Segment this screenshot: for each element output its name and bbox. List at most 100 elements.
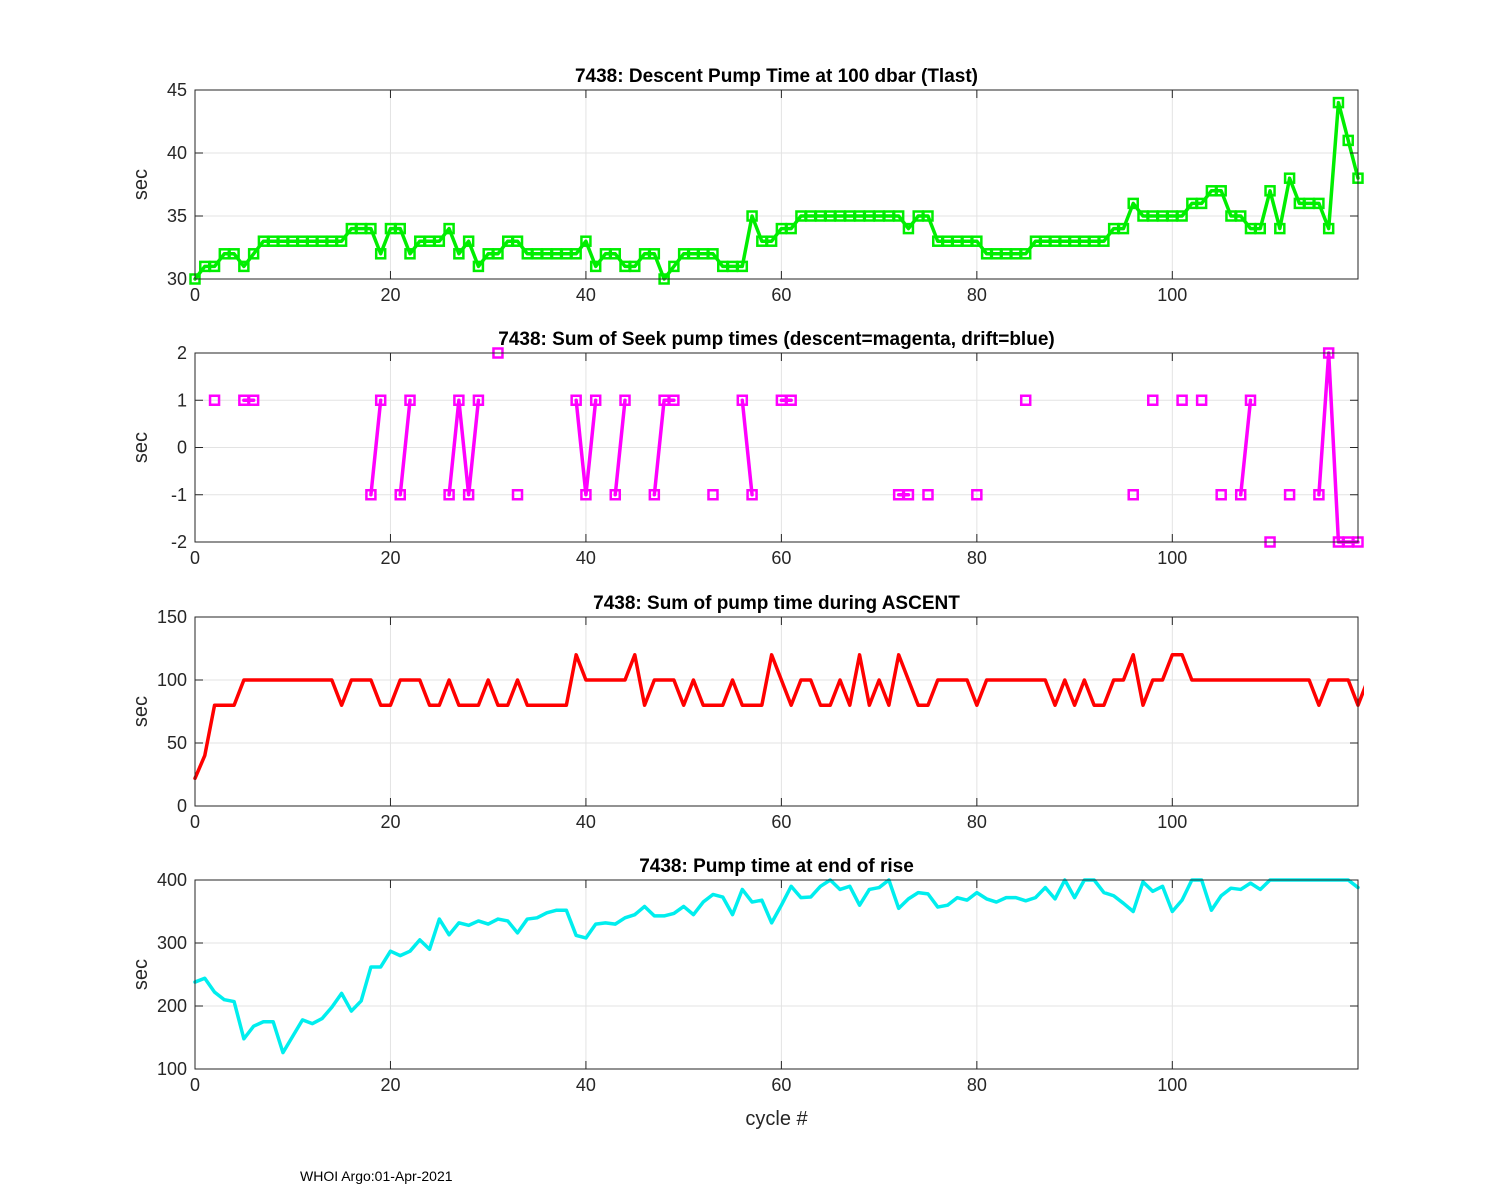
y-tick-label: -1 xyxy=(171,485,187,505)
data-point xyxy=(1117,222,1130,235)
data-point xyxy=(785,394,797,406)
data-point xyxy=(707,489,719,501)
data-point xyxy=(609,489,621,501)
data-series-1 xyxy=(193,878,1360,1055)
data-point xyxy=(922,210,934,222)
x-tick-label: 60 xyxy=(771,548,791,568)
x-tick-label: 60 xyxy=(771,285,791,305)
data-point xyxy=(785,222,797,235)
data-point xyxy=(1019,394,1032,406)
axes-frame xyxy=(194,616,1359,807)
y-tick-label: 150 xyxy=(157,607,187,627)
y-tick-label: 100 xyxy=(157,1059,187,1079)
data-point xyxy=(765,235,778,247)
data-point xyxy=(1234,210,1247,222)
data-point xyxy=(619,394,631,406)
data-point xyxy=(1127,489,1139,501)
data-point xyxy=(922,489,934,501)
y-tick-label: 45 xyxy=(167,80,187,100)
y-tick-label: 400 xyxy=(157,870,187,890)
x-tick-label: 80 xyxy=(967,812,987,832)
data-point xyxy=(374,248,387,260)
x-tick-label: 20 xyxy=(380,285,400,305)
data-point xyxy=(648,248,661,260)
y-tick-label: -2 xyxy=(171,532,187,552)
y-tick-label: 30 xyxy=(167,269,187,289)
y-tick-label: 1 xyxy=(177,390,187,410)
data-point xyxy=(394,489,406,501)
data-point xyxy=(228,248,240,260)
data-point xyxy=(394,222,406,235)
data-point xyxy=(1313,489,1325,501)
data-series-1 xyxy=(193,653,1364,781)
data-point xyxy=(365,222,377,235)
chart-panel-2: 0 20 40 60 80 100 -2 -1 0 1 2 7438: Sum of Seek pum… xyxy=(130,329,1364,568)
data-point xyxy=(443,222,455,235)
y-tick-label: 300 xyxy=(157,933,187,953)
data-point xyxy=(1215,185,1227,197)
data-point xyxy=(1264,185,1276,197)
series-line xyxy=(447,398,481,497)
y-tick-label: 35 xyxy=(167,206,187,226)
x-tick-label: 80 xyxy=(967,1075,987,1095)
data-point xyxy=(971,489,983,501)
x-tick-label: 60 xyxy=(771,812,791,832)
x-tick-label: 0 xyxy=(190,812,200,832)
x-axis-label: cycle # xyxy=(745,1108,808,1130)
data-point xyxy=(511,235,524,247)
series-line xyxy=(193,878,1360,1055)
x-tick-label: 40 xyxy=(576,285,596,305)
data-point xyxy=(247,394,260,406)
y-tick-label: 50 xyxy=(167,733,187,753)
data-point xyxy=(472,260,485,273)
data-point xyxy=(1234,489,1247,501)
data-point xyxy=(404,394,416,406)
plot-area xyxy=(195,90,1358,279)
chart-title: 7438: Sum of Seek pump times (descent=ma… xyxy=(498,329,1054,350)
data-point xyxy=(1283,489,1296,501)
data-point xyxy=(902,489,915,501)
data-point xyxy=(374,394,387,406)
y-axis-label: sec xyxy=(130,169,152,200)
data-point xyxy=(746,489,758,501)
data-point xyxy=(746,210,758,222)
data-series-1 xyxy=(189,96,1364,285)
data-point xyxy=(736,394,749,406)
data-point xyxy=(1147,394,1159,406)
data-point xyxy=(433,235,446,247)
chart-panel-1: 0 20 40 60 80 100 30 35 40 45 7438: Descent Pump T… xyxy=(130,66,1364,305)
data-point xyxy=(1274,222,1286,235)
footer-timestamp: WHOI Argo:01-Apr-2021 xyxy=(300,1168,453,1184)
y-axis-label: sec xyxy=(130,959,152,990)
chart-title: 7438: Sum of pump time during ASCENT xyxy=(593,593,960,614)
data-point xyxy=(462,235,475,247)
y-tick-label: 2 xyxy=(177,343,187,363)
x-tick-label: 0 xyxy=(190,548,200,568)
data-point xyxy=(511,489,524,501)
x-tick-label: 80 xyxy=(967,548,987,568)
series-line xyxy=(1238,398,1253,497)
plot-area xyxy=(195,617,1358,806)
chart-title: 7438: Pump time at end of rise xyxy=(639,856,914,877)
series-line xyxy=(613,398,627,497)
y-tick-label: 200 xyxy=(157,996,187,1016)
y-axis-label: sec xyxy=(130,432,152,463)
data-point xyxy=(570,394,582,406)
data-point xyxy=(1176,394,1188,406)
data-point xyxy=(580,489,592,501)
axes-frame xyxy=(194,879,1359,1070)
data-point xyxy=(1176,210,1188,222)
series-line xyxy=(574,398,598,497)
data-point xyxy=(1322,222,1335,235)
x-tick-label: 40 xyxy=(576,812,596,832)
data-point xyxy=(1195,394,1208,406)
data-point xyxy=(404,248,416,260)
data-point xyxy=(1019,248,1032,260)
series-line xyxy=(740,398,754,497)
data-point xyxy=(1244,394,1257,406)
data-point xyxy=(335,235,348,247)
x-tick-label: 40 xyxy=(576,548,596,568)
x-tick-label: 20 xyxy=(380,548,400,568)
data-point xyxy=(1313,197,1325,210)
data-point xyxy=(1127,197,1139,210)
